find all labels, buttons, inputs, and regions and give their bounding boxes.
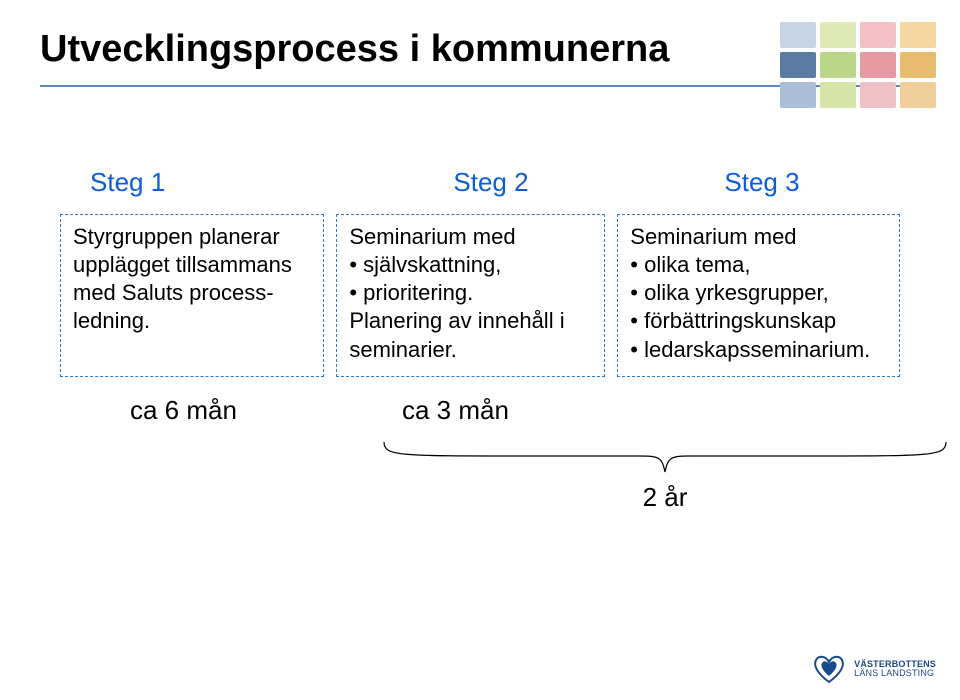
- step-3-lead: Seminarium med: [630, 223, 887, 251]
- step-1-label: Steg 1: [90, 167, 350, 198]
- total-duration: 2 år: [380, 482, 950, 513]
- step-3-label: Steg 3: [632, 167, 892, 198]
- footer-text: VÄSTERBOTTENS LÄNS LANDSTING: [854, 660, 936, 679]
- logo-grid-cell: [820, 52, 856, 78]
- list-item: olika yrkesgrupper,: [630, 279, 887, 307]
- logo-grid-cell: [780, 52, 816, 78]
- heart-icon: [812, 654, 846, 684]
- logo-grid-cell: [820, 82, 856, 108]
- step-3-box: Seminarium med olika tema, olika yrkesgr…: [617, 214, 900, 377]
- logo-grid-cell: [860, 22, 896, 48]
- step-2-box: Seminarium med självskattning, prioriter…: [336, 214, 605, 377]
- step-2-lead: Seminarium med: [349, 223, 592, 251]
- step-2-label: Steg 2: [361, 167, 621, 198]
- logo-grid-cell: [900, 52, 936, 78]
- logo-grid-cell: [780, 22, 816, 48]
- logo-grid-cell: [860, 52, 896, 78]
- footer-line2: LÄNS LANDSTING: [854, 669, 936, 678]
- list-item: självskattning,: [349, 251, 592, 279]
- step-1-box: Styrgruppen planerar upplägget tillsamma…: [60, 214, 324, 377]
- duration-2: ca 3 mån: [402, 395, 509, 426]
- boxes-row: Styrgruppen planerar upplägget tillsamma…: [40, 214, 920, 377]
- slide: Utvecklingsprocess i kommunerna Steg 1 S…: [0, 0, 960, 700]
- curly-brace: [380, 440, 950, 476]
- step-2-tail: Planering av innehåll i seminarier.: [349, 307, 592, 363]
- footer-logo: VÄSTERBOTTENS LÄNS LANDSTING: [812, 654, 936, 684]
- logo-grid-cell: [860, 82, 896, 108]
- step-3-list: olika tema, olika yrkesgrupper, förbättr…: [630, 251, 887, 364]
- logo-grid-cell: [900, 82, 936, 108]
- list-item: olika tema,: [630, 251, 887, 279]
- list-item: prioritering.: [349, 279, 592, 307]
- step-2-list: självskattning, prioritering.: [349, 251, 592, 307]
- logo-grid-cell: [820, 22, 856, 48]
- months-row: ca 6 mån ca 3 mån: [40, 395, 920, 426]
- list-item: förbättringskunskap: [630, 307, 887, 335]
- step-1-text: Styrgruppen planerar upplägget tillsamma…: [73, 224, 292, 333]
- corner-logo-grid: [780, 22, 936, 108]
- list-item: ledarskapsseminarium.: [630, 336, 887, 364]
- logo-grid-cell: [900, 22, 936, 48]
- duration-1: ca 6 mån: [130, 395, 237, 426]
- step-labels-row: Steg 1 Steg 2 Steg 3: [40, 167, 920, 198]
- logo-grid-cell: [780, 82, 816, 108]
